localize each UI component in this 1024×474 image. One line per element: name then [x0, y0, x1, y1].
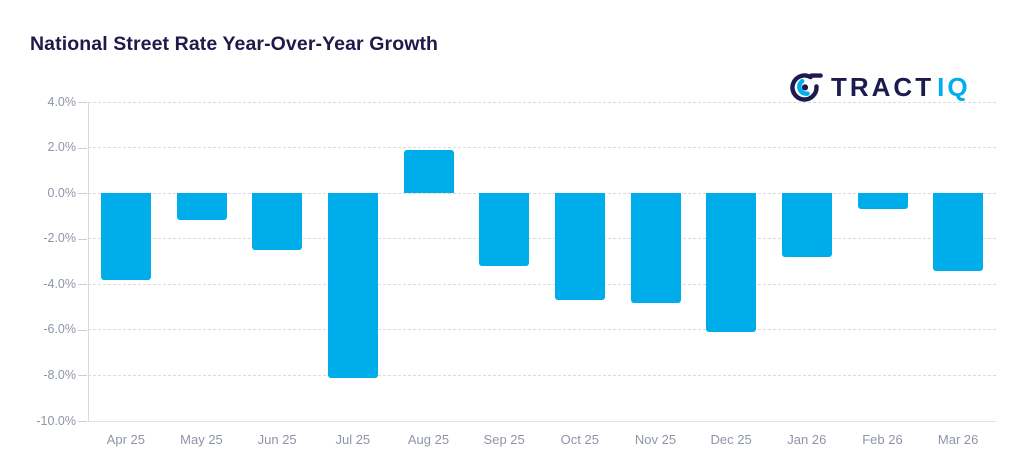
y-axis-tick-label: -2.0%	[43, 231, 76, 246]
bar-apr-25[interactable]	[100, 193, 151, 280]
y-axis-tick-label: 4.0%	[47, 94, 77, 109]
gridline	[88, 374, 996, 376]
y-axis-tick	[78, 193, 87, 195]
chart-title: National Street Rate Year-Over-Year Grow…	[30, 33, 439, 55]
y-axis-tick-label: 2.0%	[47, 140, 77, 155]
x-axis-label-apr-25: Apr 25	[106, 432, 145, 447]
tractiq-logo-text: TRACT IQ	[831, 74, 971, 100]
x-axis-label-jan-26: Jan 26	[787, 432, 827, 447]
y-axis-tick	[78, 147, 87, 149]
bar-oct-25[interactable]	[554, 193, 605, 301]
y-axis-tick-label: 0.0%	[47, 185, 77, 200]
y-axis-tick-label: -6.0%	[43, 322, 76, 337]
bar-jun-25[interactable]	[252, 193, 303, 251]
y-axis-tick	[78, 238, 87, 240]
logo-text-iq: IQ	[937, 72, 971, 102]
gridline	[88, 147, 996, 149]
y-axis-tick	[78, 284, 87, 286]
gridline	[88, 101, 996, 103]
y-axis-tick	[78, 421, 87, 422]
y-axis-tick-label: -10.0%	[36, 413, 76, 428]
x-axis-label-feb-26: Feb 26	[862, 432, 903, 447]
y-axis-tick-label: -4.0%	[43, 276, 76, 291]
bar-nov-25[interactable]	[630, 193, 681, 303]
y-axis-tick	[78, 102, 87, 103]
y-axis-tick	[78, 329, 87, 331]
y-axis-tick-label: -8.0%	[43, 367, 76, 382]
tractiq-logo: TRACT IQ	[789, 69, 971, 105]
bar-aug-25[interactable]	[403, 149, 454, 194]
gridline	[88, 238, 996, 240]
bar-mar-26[interactable]	[933, 193, 984, 271]
bar-feb-26[interactable]	[857, 193, 908, 210]
x-axis-label-may-25: May 25	[180, 432, 223, 447]
gridline	[88, 192, 996, 194]
x-axis-label-aug-25: Aug 25	[407, 432, 450, 447]
bar-jul-25[interactable]	[327, 193, 378, 378]
x-axis-label-sep-25: Sep 25	[483, 432, 525, 447]
x-axis-label-nov-25: Nov 25	[634, 432, 677, 447]
bar-sep-25[interactable]	[479, 193, 530, 267]
y-axis-line	[88, 102, 89, 421]
x-axis-label-jul-25: Jul 25	[335, 432, 371, 447]
bar-dec-25[interactable]	[706, 193, 757, 333]
x-axis-label-mar-26: Mar 26	[937, 432, 979, 447]
y-axis-tick	[78, 375, 87, 377]
x-axis-label-dec-25: Dec 25	[710, 432, 752, 447]
x-axis-label-oct-25: Oct 25	[560, 432, 599, 447]
bar-jan-26[interactable]	[781, 193, 832, 257]
logo-text-tract: TRACT	[831, 72, 935, 102]
bar-may-25[interactable]	[176, 193, 227, 221]
gridline	[88, 329, 996, 331]
gridline	[88, 283, 996, 285]
x-axis-line	[88, 421, 996, 422]
x-axis-label-jun-25: Jun 25	[257, 432, 297, 447]
tractiq-logo-icon	[790, 73, 823, 102]
